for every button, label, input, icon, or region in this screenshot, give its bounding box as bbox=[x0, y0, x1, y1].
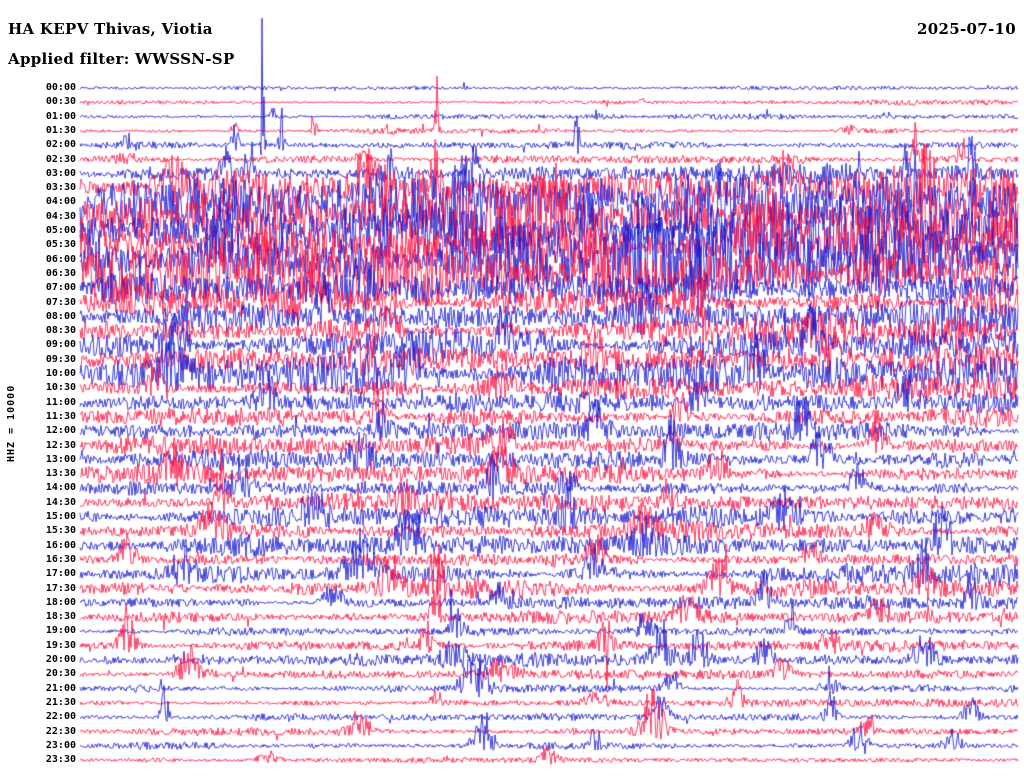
time-label: 23:00 bbox=[45, 739, 76, 751]
time-label: 21:30 bbox=[45, 696, 76, 708]
time-label: 14:00 bbox=[45, 482, 76, 494]
time-label: 20:00 bbox=[45, 654, 76, 665]
time-label: 06:00 bbox=[45, 253, 76, 265]
time-label: 12:30 bbox=[45, 439, 76, 451]
date-label: 2025-07-10 bbox=[917, 20, 1016, 38]
time-label: 01:30 bbox=[45, 124, 76, 136]
channel-scale-label: HHZ = 10000 bbox=[6, 384, 17, 462]
time-label: 07:00 bbox=[45, 282, 76, 294]
time-label: 12:00 bbox=[45, 425, 76, 437]
time-label: 04:00 bbox=[45, 196, 76, 208]
time-label: 03:00 bbox=[45, 167, 76, 179]
time-label: 06:30 bbox=[45, 267, 76, 279]
time-label: 07:30 bbox=[45, 296, 76, 308]
time-label: 15:00 bbox=[45, 511, 76, 522]
time-label: 02:00 bbox=[45, 139, 76, 151]
time-label: 21:00 bbox=[45, 682, 76, 694]
time-label: 18:00 bbox=[45, 596, 76, 608]
time-label: 09:30 bbox=[45, 353, 76, 365]
filter-label: Applied filter: WWSSN-SP bbox=[8, 50, 235, 68]
time-label: 00:00 bbox=[45, 82, 76, 93]
time-label: 10:00 bbox=[45, 368, 76, 379]
time-label: 15:30 bbox=[45, 525, 76, 537]
time-label: 08:30 bbox=[45, 325, 76, 337]
time-label: 18:30 bbox=[45, 611, 76, 623]
time-label: 19:00 bbox=[45, 625, 76, 637]
time-label: 14:30 bbox=[45, 496, 76, 508]
time-label: 09:00 bbox=[45, 339, 76, 351]
time-label: 01:00 bbox=[45, 110, 76, 122]
time-label: 16:00 bbox=[45, 539, 76, 551]
time-label: 17:30 bbox=[45, 582, 76, 594]
time-label: 05:00 bbox=[45, 225, 76, 236]
time-label: 13:00 bbox=[45, 453, 76, 465]
time-label: 02:30 bbox=[45, 153, 76, 165]
time-label: 17:00 bbox=[45, 568, 76, 580]
time-label: 13:30 bbox=[45, 468, 76, 480]
time-label: 08:00 bbox=[45, 310, 76, 322]
time-label: 22:30 bbox=[45, 725, 76, 737]
time-label: 11:30 bbox=[45, 410, 76, 422]
time-label: 00:30 bbox=[45, 96, 76, 108]
time-label: 23:30 bbox=[45, 754, 76, 766]
time-label: 20:30 bbox=[45, 668, 76, 680]
time-label: 19:30 bbox=[45, 639, 76, 651]
time-label: 03:30 bbox=[45, 182, 76, 194]
time-label: 05:30 bbox=[45, 239, 76, 251]
time-label: 10:30 bbox=[45, 382, 76, 394]
time-label: 22:00 bbox=[45, 711, 76, 723]
time-label: 16:30 bbox=[45, 553, 76, 565]
time-label: 04:30 bbox=[45, 210, 76, 222]
time-label: 11:00 bbox=[45, 396, 76, 408]
station-title: HA KEPV Thivas, Viotia bbox=[8, 20, 213, 38]
